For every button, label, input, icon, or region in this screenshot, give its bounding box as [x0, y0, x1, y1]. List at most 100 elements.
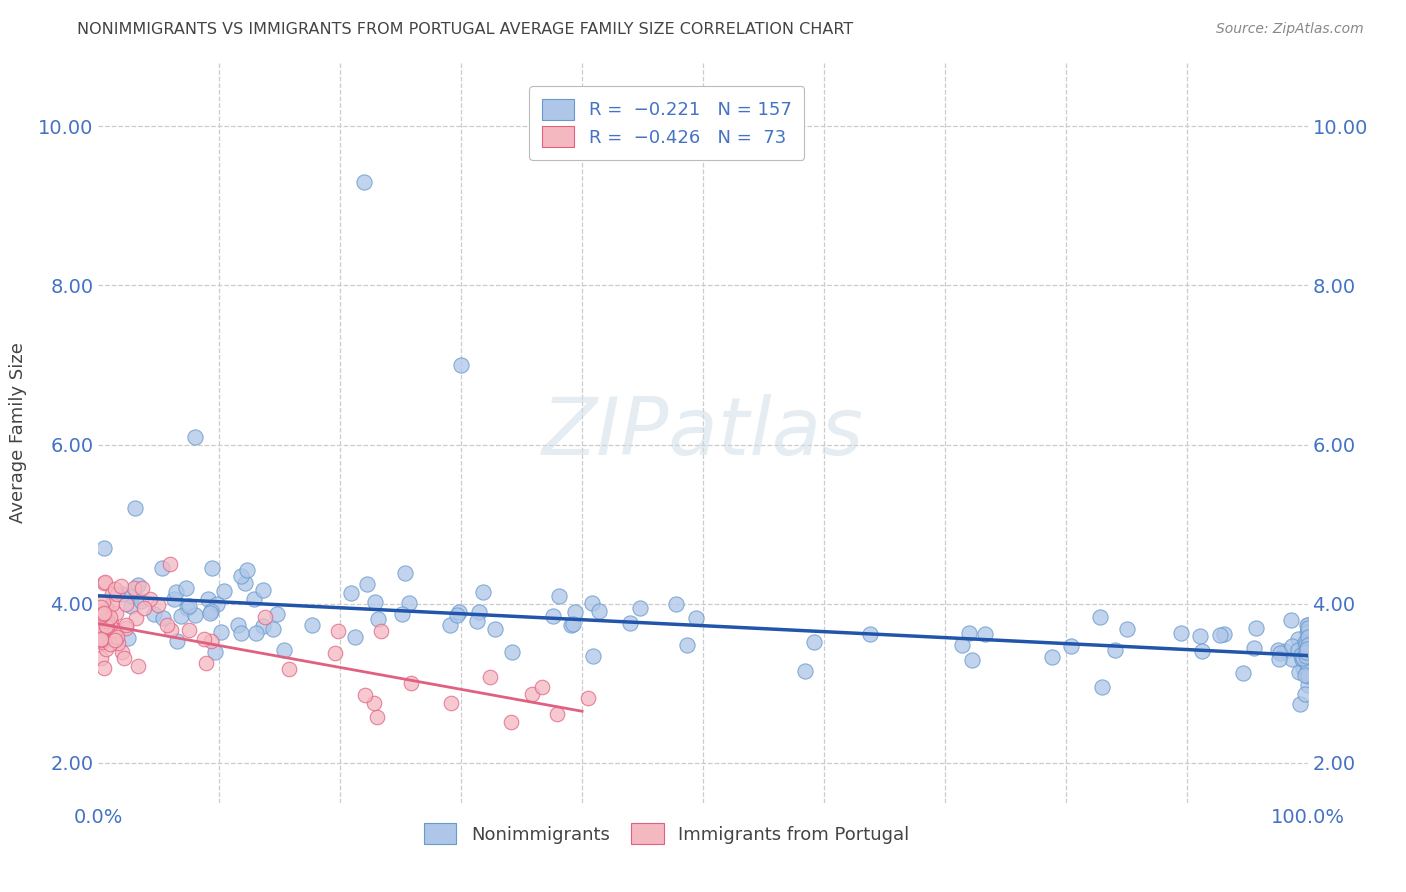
Point: [582, 648, 605, 663]
Point: [447, 605, 470, 619]
Point: [1295, 648, 1317, 663]
Point: [588, 604, 610, 618]
Point: [328, 624, 350, 638]
Point: [1191, 644, 1213, 658]
Point: [176, 582, 198, 596]
Point: [619, 616, 641, 631]
Point: [1292, 661, 1315, 675]
Point: [1170, 625, 1192, 640]
Point: [111, 645, 134, 659]
Text: NONIMMIGRANTS VS IMMIGRANTS FROM PORTUGAL AVERAGE FAMILY SIZE CORRELATION CHART: NONIMMIGRANTS VS IMMIGRANTS FROM PORTUGA…: [77, 22, 853, 37]
Point: [1296, 647, 1319, 661]
Point: [94, 574, 117, 589]
Point: [1295, 638, 1317, 652]
Point: [364, 595, 387, 609]
Point: [560, 618, 582, 632]
Point: [1295, 647, 1317, 661]
Point: [391, 607, 413, 621]
Point: [91, 609, 114, 624]
Point: [1294, 687, 1316, 701]
Point: [484, 622, 506, 636]
Point: [1296, 639, 1319, 653]
Point: [1286, 632, 1309, 646]
Point: [1291, 652, 1313, 666]
Point: [229, 569, 252, 583]
Point: [465, 615, 488, 629]
Point: [468, 605, 491, 619]
Point: [1291, 645, 1313, 659]
Point: [367, 612, 389, 626]
Point: [105, 587, 128, 601]
Point: [105, 630, 128, 644]
Point: [353, 688, 375, 702]
Text: Source: ZipAtlas.com: Source: ZipAtlas.com: [1216, 22, 1364, 37]
Point: [98, 637, 121, 651]
Point: [676, 638, 699, 652]
Point: [339, 586, 361, 600]
Point: [1296, 657, 1319, 671]
Point: [91, 635, 114, 649]
Point: [252, 619, 274, 633]
Point: [160, 623, 183, 637]
Point: [1296, 643, 1319, 657]
Point: [957, 626, 980, 640]
Point: [127, 659, 149, 673]
Point: [165, 585, 187, 599]
Point: [301, 617, 323, 632]
Point: [273, 642, 295, 657]
Point: [950, 638, 973, 652]
Point: [499, 714, 522, 729]
Point: [124, 501, 146, 516]
Point: [446, 608, 468, 623]
Point: [115, 618, 138, 632]
Point: [1296, 631, 1319, 645]
Point: [1274, 643, 1296, 657]
Point: [1296, 634, 1319, 648]
Point: [356, 576, 378, 591]
Point: [139, 591, 162, 606]
Point: [1296, 658, 1319, 673]
Point: [152, 611, 174, 625]
Point: [96, 614, 118, 628]
Point: [1296, 656, 1319, 670]
Point: [1281, 652, 1303, 666]
Point: [226, 618, 249, 632]
Point: [1296, 617, 1319, 632]
Point: [502, 644, 524, 658]
Point: [1296, 617, 1319, 632]
Point: [115, 621, 138, 635]
Point: [1295, 667, 1317, 681]
Point: [252, 582, 274, 597]
Point: [1296, 668, 1319, 682]
Point: [110, 578, 132, 592]
Point: [1296, 665, 1319, 679]
Point: [547, 589, 569, 603]
Point: [1296, 646, 1319, 660]
Point: [122, 581, 145, 595]
Point: [1295, 648, 1317, 663]
Point: [1296, 641, 1319, 656]
Point: [1115, 622, 1137, 636]
Point: [201, 561, 224, 575]
Point: [212, 584, 235, 599]
Point: [859, 627, 882, 641]
Point: [1213, 627, 1236, 641]
Point: [114, 597, 136, 611]
Point: [111, 587, 134, 601]
Point: [1294, 634, 1316, 648]
Point: [478, 670, 501, 684]
Point: [195, 656, 218, 670]
Point: [1295, 625, 1317, 640]
Point: [1296, 634, 1319, 648]
Point: [439, 618, 461, 632]
Point: [1295, 635, 1317, 649]
Point: [233, 576, 256, 591]
Point: [1296, 642, 1319, 657]
Point: [344, 630, 367, 644]
Point: [353, 175, 375, 189]
Point: [394, 566, 416, 580]
Point: [960, 653, 983, 667]
Point: [1090, 610, 1112, 624]
Point: [131, 581, 153, 595]
Point: [1244, 621, 1267, 635]
